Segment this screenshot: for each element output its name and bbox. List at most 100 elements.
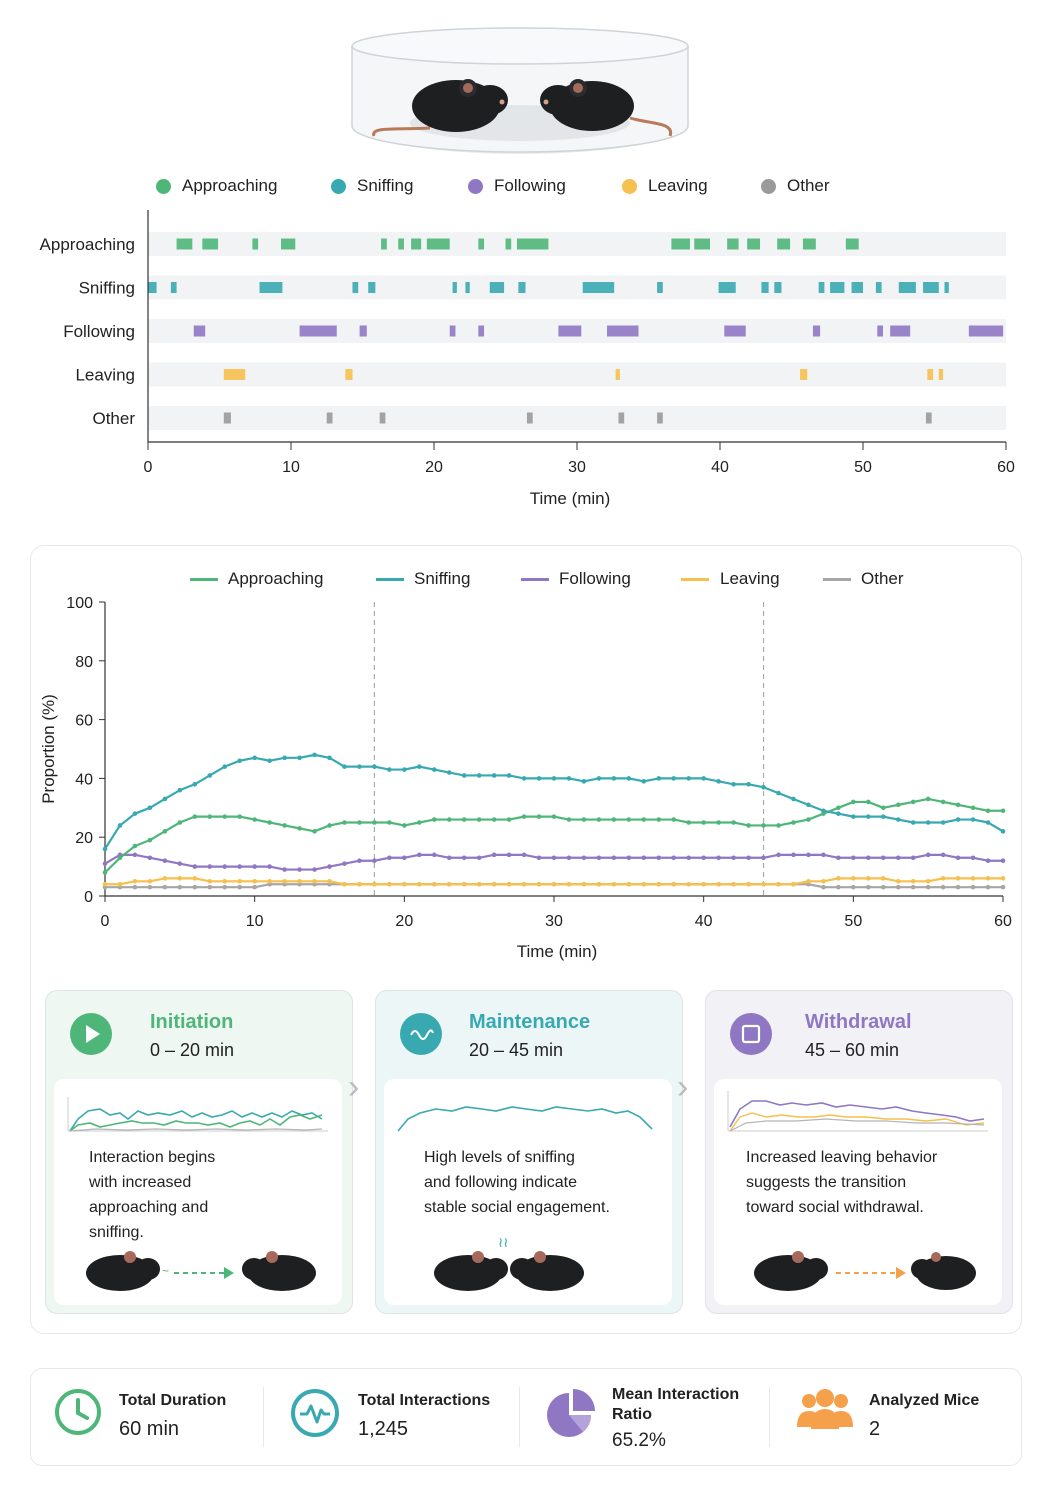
data-point-approaching [955,802,961,808]
ethogram-bout [774,282,782,293]
data-point-leaving [446,881,452,887]
clock-icon [55,1389,101,1435]
ethogram-bout [478,238,485,250]
legend-dot-approaching [156,179,171,194]
data-point-sniffing [551,776,557,781]
data-point-following [880,855,886,861]
data-point-leaving [1000,876,1006,881]
data-point-other [821,884,826,890]
ethogram-bout [170,282,177,293]
x-tick-label: 60 [994,913,1012,930]
data-point-other [925,884,931,890]
data-point-following [387,855,392,861]
ethogram-bout [582,282,615,293]
ethogram-bout [607,325,639,337]
data-point-approaching [252,817,257,822]
y-axis-label: Proportion (%) [39,694,58,804]
svg-text:~: ~ [162,1264,169,1278]
data-point-leaving [701,881,706,887]
divider [519,1387,520,1447]
ethogram-bout [345,369,353,380]
data-point-following [491,852,497,858]
data-point-following [551,855,557,861]
phase-desc-line: High levels of sniffing [424,1149,575,1166]
data-point-leaving [147,879,153,884]
data-point-approaching [925,796,931,802]
data-point-sniffing [387,767,392,772]
data-point-leaving [476,881,482,887]
ethogram-bout [615,369,620,380]
data-point-approaching [162,829,168,834]
legend-dot-other [761,179,776,194]
data-point-sniffing [641,779,647,784]
data-point-following [806,852,811,858]
data-point-approaching [461,817,467,822]
data-point-sniffing [626,776,632,781]
data-point-other [222,884,228,890]
phase-card-maintenance: Maintenance 20 – 45 min High levels of s… [375,990,683,1314]
phase-card-withdrawal: Withdrawal 45 – 60 min Increased leaving… [705,990,1013,1314]
data-point-approaching [671,817,677,822]
ethogram-bout [368,282,376,293]
legend-line-label-other: Other [861,569,904,588]
data-point-sniffing [970,817,976,822]
phase-desc-line: sniffing. [89,1224,144,1241]
ethogram-bout [761,282,769,293]
data-point-following [521,852,527,858]
ethogram-bout [526,412,533,424]
ethogram-bout [478,325,485,337]
data-point-other [1000,884,1006,890]
data-point-other [836,884,841,890]
ethogram-tick-label: 50 [854,459,872,476]
x-tick-label: 30 [545,913,563,930]
legend-line-following [521,578,549,581]
phase-desc-line: and following indicate [424,1174,577,1191]
data-point-sniffing [192,781,198,787]
data-point-leaving [431,881,437,887]
ethogram-bout [694,238,710,250]
ethogram-bout [777,238,791,250]
data-point-approaching [746,823,751,828]
ethogram-bout [877,325,884,337]
data-point-sniffing [342,764,347,769]
phase-desc-line: Interaction begins [89,1149,216,1166]
phase-detail: High levels of sniffing and following in… [384,1079,672,1305]
phase-desc-line: with increased [89,1174,192,1191]
data-point-following [596,855,602,861]
data-point-sniffing [940,820,946,825]
stat-label: Total Duration [119,1392,227,1409]
ethogram-bout [851,282,863,293]
ethogram-bout [830,282,845,293]
data-point-sniffing [566,776,572,781]
data-point-leaving [731,881,736,887]
data-point-approaching [686,820,691,825]
data-point-leaving [761,881,766,887]
data-point-leaving [282,879,287,884]
data-point-other [985,884,991,890]
data-point-sniffing [1000,829,1006,834]
data-point-approaching [372,820,377,825]
ethogram-bout [252,238,259,250]
ethogram-bout [411,238,422,250]
data-point-following [147,855,153,861]
data-point-following [357,858,362,864]
ethogram-tick-label: 10 [282,459,300,476]
data-point-other [207,884,213,890]
ethogram-legend: Approaching Sniffing Following Leaving O… [156,176,856,198]
phase-title: Initiation [150,1011,234,1033]
stat-value: 60 min [119,1418,180,1440]
ethogram-bout [923,282,939,293]
data-point-sniffing [656,776,662,781]
data-point-following [866,855,871,861]
data-point-leaving [327,879,332,884]
ethogram-bout [927,369,934,380]
data-point-following [312,867,317,872]
data-point-leaving [581,881,587,887]
data-point-following [372,858,377,864]
ethogram-bout [148,282,157,293]
ethogram-bout [326,412,333,424]
ethogram-bout [944,282,949,293]
legend-line-label-sniffing: Sniffing [414,569,471,588]
data-point-following [132,852,138,858]
data-point-approaching [940,799,946,805]
